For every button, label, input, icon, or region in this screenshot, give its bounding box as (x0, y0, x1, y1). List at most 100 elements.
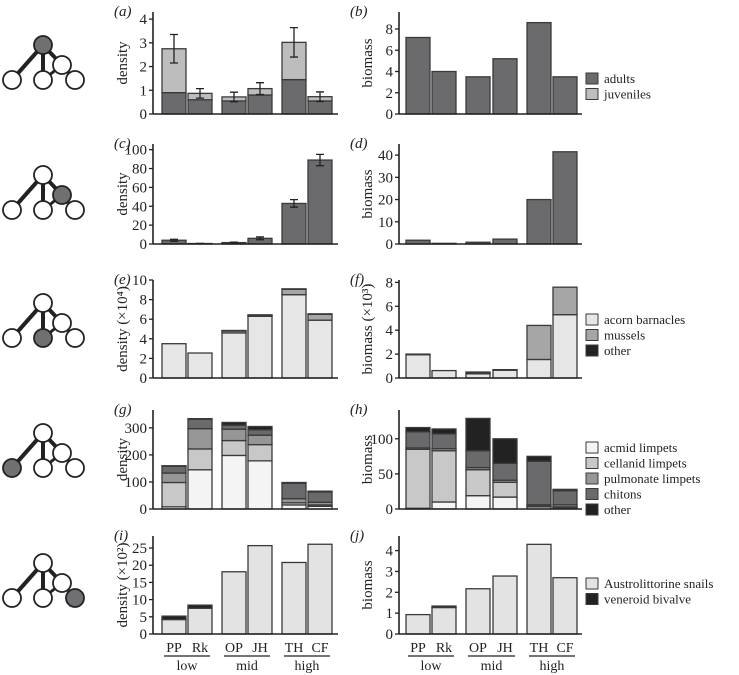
y-tick-label: 2 (386, 347, 394, 363)
y-tick-label: 20 (378, 193, 393, 209)
bar-CF-other (307, 490, 333, 493)
y-axis-label: biomass (360, 560, 376, 609)
bar-JH-adults (247, 94, 273, 115)
x-tick-label: Rk (192, 641, 208, 656)
legend-swatch (585, 593, 599, 605)
food-web-icon (2, 293, 85, 348)
legend-swatch (585, 313, 599, 326)
bar-CF-adults (552, 151, 578, 245)
bar-OP-adults (221, 100, 247, 115)
legend-label: juveniles (603, 87, 651, 102)
y-tick-label: 2 (140, 60, 148, 76)
x-tick-label: Rk (436, 641, 452, 656)
bar-JH-cellanid-limpets (492, 481, 518, 498)
legend-label: acmid limpets (604, 440, 677, 455)
bar-Rk-cellanid-limpets (431, 450, 457, 503)
y-tick-label: 0 (140, 502, 148, 518)
highlighted-node (52, 185, 72, 205)
y-tick-label: 3 (140, 36, 148, 52)
food-web-node (65, 328, 85, 348)
legend-swatch (585, 577, 599, 590)
legend-label: veneroid bivalve (604, 592, 691, 607)
x-tick-label: JH (497, 641, 513, 656)
bar-PP-cellanid-limpets (161, 481, 187, 508)
y-tick-label: 15 (132, 575, 147, 591)
y-tick-label: 0 (386, 371, 394, 387)
bar-JH-pulmonate-limpets (247, 434, 273, 446)
bar-CF-Austrolittorine-snails (552, 577, 578, 635)
legend-swatch (585, 457, 599, 469)
bar-OP-acmid-limpets (465, 495, 491, 510)
bar-OP-cellanid-limpets (465, 469, 491, 497)
y-tick-label: 0 (386, 237, 394, 253)
bar-Rk-chitons (187, 418, 213, 430)
panel-f: (f) 0 2 4 6 8 biomass (×10³) (350, 272, 582, 387)
bar-JH-acmid-limpets (492, 496, 518, 510)
bar-Rk-other (431, 428, 457, 435)
bar-JH-cellanid-limpets (247, 443, 273, 462)
food-web-icon (2, 35, 85, 90)
y-tick-label: 0 (386, 107, 394, 123)
bar-OP-acmid-limpets (221, 454, 247, 510)
y-tick-label: 25 (132, 541, 147, 557)
y-tick-label: 4 (386, 323, 394, 339)
legend-label: other (604, 343, 631, 358)
bar-OP-chitons (465, 450, 491, 469)
y-tick-label: 20 (132, 558, 147, 574)
y-tick-label: 4 (140, 332, 148, 348)
zone-label-high: high (295, 659, 320, 674)
y-axis-label: density (115, 41, 131, 85)
panel-label: (a) (114, 4, 132, 20)
y-tick-label: 0 (140, 371, 148, 387)
legend-swatch (585, 441, 599, 454)
zone-label-mid: mid (236, 659, 258, 674)
bar-OP-Austrolittorine-snails (221, 571, 247, 635)
bar-TH-adults (281, 78, 307, 115)
y-tick-label: 0 (140, 107, 148, 123)
x-tick-label: PP (410, 641, 426, 656)
legend-swatch (585, 472, 599, 485)
y-tick-label: 6 (140, 312, 148, 328)
bar-PP-pulmonate-limpets (161, 472, 187, 484)
food-web-node (2, 588, 22, 608)
bar-JH-Austrolittorine-snails (492, 575, 518, 635)
bar-Rk-pulmonate-limpets (187, 428, 213, 450)
food-web-node (65, 70, 85, 90)
bar-PP-Austrolittorine-snails (161, 618, 187, 635)
bar-OP-pulmonate-limpets (221, 428, 247, 442)
legend-label: chitons (604, 487, 642, 502)
panel-label: (b) (350, 4, 368, 20)
legend-label: other (604, 502, 631, 517)
x-tick-label: PP (166, 641, 182, 656)
x-tick-label: OP (469, 641, 487, 656)
food-web-icon (2, 553, 85, 608)
error-bar-OP (230, 91, 238, 103)
x-tick-label: CF (556, 641, 573, 656)
bar-TH-adults (526, 21, 552, 115)
bar-Rk-cellanid-limpets (187, 448, 213, 471)
y-tick-label: 0 (386, 627, 394, 643)
bar-Rk-adults (431, 70, 457, 115)
bar-TH-acorn-barnacles (281, 294, 307, 379)
food-web-node (33, 293, 53, 313)
bar-JH-other (492, 438, 518, 465)
bar-Rk-acorn-barnacles (187, 352, 213, 379)
legend-swatch (585, 503, 599, 516)
y-tick-label: 80 (132, 162, 147, 178)
bar-Rk-Austrolittorine-snails (431, 606, 457, 635)
bar-OP-other (465, 417, 491, 452)
x-tick-label: CF (311, 641, 328, 656)
panel-label: (d) (350, 136, 368, 152)
y-axis-label: density (×10⁴) (115, 286, 131, 372)
y-tick-label: 200 (125, 448, 148, 464)
y-tick-label: 1 (386, 606, 394, 622)
bar-TH-chitons (281, 482, 307, 500)
